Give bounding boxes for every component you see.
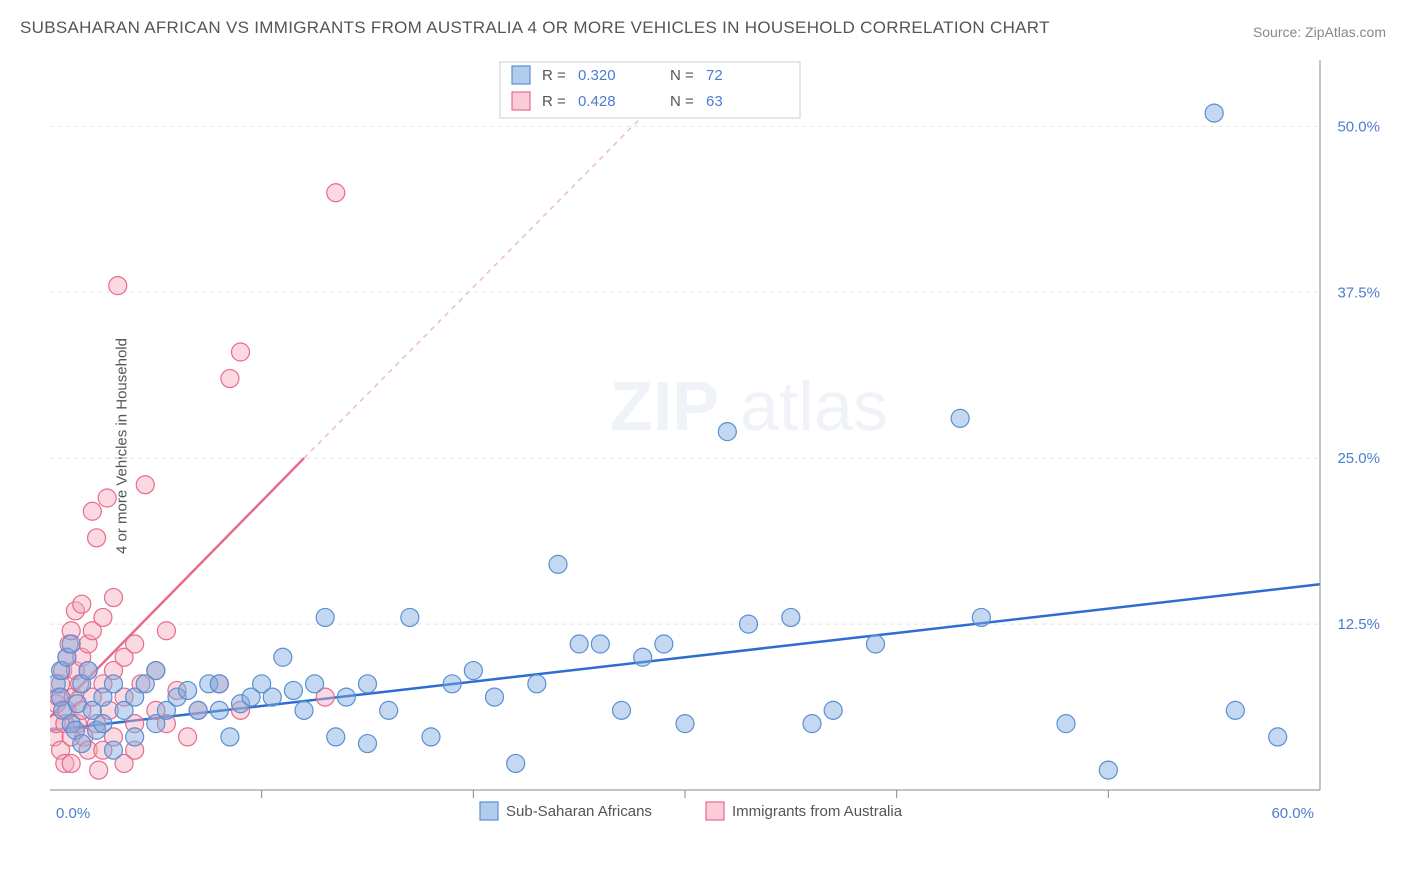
data-point-blue	[718, 423, 736, 441]
legend-label: Immigrants from Australia	[732, 803, 903, 820]
data-point-blue	[676, 715, 694, 733]
data-point-pink	[98, 489, 116, 507]
data-point-pink	[179, 728, 197, 746]
data-point-pink	[221, 370, 239, 388]
data-point-pink	[94, 608, 112, 626]
data-point-blue	[306, 675, 324, 693]
data-point-blue	[327, 728, 345, 746]
data-point-blue	[655, 635, 673, 653]
data-point-pink	[83, 502, 101, 520]
legend-label: Sub-Saharan Africans	[506, 803, 652, 820]
data-point-blue	[1057, 715, 1075, 733]
data-point-blue	[221, 728, 239, 746]
data-point-blue	[380, 701, 398, 719]
legend-swatch	[706, 802, 724, 820]
x-tick-label: 0.0%	[56, 805, 90, 822]
data-point-blue	[210, 675, 228, 693]
data-point-blue	[401, 608, 419, 626]
data-point-pink	[136, 476, 154, 494]
data-point-blue	[79, 662, 97, 680]
data-point-blue	[189, 701, 207, 719]
data-point-blue	[507, 754, 525, 772]
data-point-blue	[94, 715, 112, 733]
data-point-pink	[157, 622, 175, 640]
data-point-blue	[73, 735, 91, 753]
stats-r-label: R =	[542, 93, 566, 110]
data-point-blue	[570, 635, 588, 653]
source-attribution: Source: ZipAtlas.com	[1253, 24, 1386, 40]
data-point-blue	[464, 662, 482, 680]
y-tick-label: 50.0%	[1337, 118, 1380, 135]
data-point-blue	[105, 741, 123, 759]
x-tick-label: 60.0%	[1271, 805, 1314, 822]
legend-swatch	[480, 802, 498, 820]
data-point-blue	[951, 409, 969, 427]
stats-r-value: 0.428	[578, 93, 616, 110]
data-point-blue	[1205, 104, 1223, 122]
stats-n-label: N =	[670, 67, 694, 84]
stats-n-value: 72	[706, 67, 723, 84]
data-point-pink	[88, 529, 106, 547]
data-point-blue	[803, 715, 821, 733]
data-point-pink	[327, 184, 345, 202]
chart-container: SUBSAHARAN AFRICAN VS IMMIGRANTS FROM AU…	[0, 0, 1406, 892]
data-point-blue	[274, 648, 292, 666]
data-point-blue	[147, 662, 165, 680]
data-point-blue	[613, 701, 631, 719]
data-point-pink	[73, 595, 91, 613]
data-point-pink	[62, 754, 80, 772]
data-point-pink	[232, 343, 250, 361]
data-point-blue	[591, 635, 609, 653]
data-point-blue	[295, 701, 313, 719]
data-point-blue	[126, 728, 144, 746]
data-point-blue	[528, 675, 546, 693]
data-point-blue	[359, 735, 377, 753]
data-point-blue	[210, 701, 228, 719]
data-point-blue	[443, 675, 461, 693]
plot-area: ZIP atlas 0.0% 60.0% 12.5% 25.0% 37.5% 50.0% R =…	[50, 50, 1380, 830]
stats-r-label: R =	[542, 67, 566, 84]
data-point-blue	[359, 675, 377, 693]
chart-title: SUBSAHARAN AFRICAN VS IMMIGRANTS FROM AU…	[20, 18, 1050, 38]
stats-n-label: N =	[670, 93, 694, 110]
data-point-blue	[284, 681, 302, 699]
data-point-blue	[782, 608, 800, 626]
data-point-blue	[1269, 728, 1287, 746]
data-point-blue	[422, 728, 440, 746]
data-point-blue	[867, 635, 885, 653]
data-point-pink	[105, 589, 123, 607]
data-point-blue	[62, 635, 80, 653]
stats-r-value: 0.320	[578, 67, 616, 84]
y-tick-label: 37.5%	[1337, 284, 1380, 301]
data-point-pink	[90, 761, 108, 779]
data-point-blue	[179, 681, 197, 699]
watermark: ZIP	[610, 367, 719, 445]
scatter-chart: ZIP atlas 0.0% 60.0% 12.5% 25.0% 37.5% 50.0% R =…	[50, 50, 1380, 830]
data-point-blue	[1099, 761, 1117, 779]
data-point-pink	[109, 277, 127, 295]
stats-n-value: 63	[706, 93, 723, 110]
data-point-blue	[972, 608, 990, 626]
data-point-blue	[263, 688, 281, 706]
watermark: atlas	[740, 367, 888, 445]
data-point-blue	[105, 675, 123, 693]
data-point-blue	[634, 648, 652, 666]
data-point-blue	[740, 615, 758, 633]
stats-swatch	[512, 66, 530, 84]
stats-swatch	[512, 92, 530, 110]
data-point-blue	[824, 701, 842, 719]
data-point-blue	[549, 555, 567, 573]
y-tick-label: 25.0%	[1337, 450, 1380, 467]
data-point-pink	[126, 635, 144, 653]
data-point-blue	[316, 608, 334, 626]
data-point-blue	[337, 688, 355, 706]
data-point-blue	[1226, 701, 1244, 719]
y-tick-label: 12.5%	[1337, 616, 1380, 633]
data-point-blue	[486, 688, 504, 706]
